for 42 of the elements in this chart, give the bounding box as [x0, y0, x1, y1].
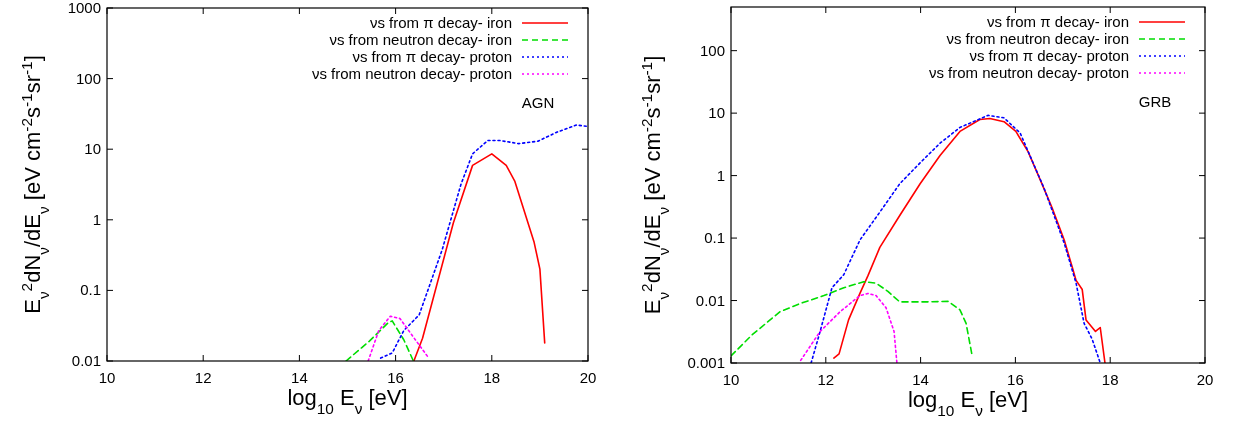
y-tick-label: 10	[708, 104, 725, 122]
legend-label: νs from neutron decay- iron	[946, 30, 1129, 47]
x-tick-label: 18	[1101, 371, 1119, 388]
legend-label: νs from π decay- proton	[969, 47, 1129, 64]
legend-label: νs from neutron decay- iron	[329, 31, 512, 48]
y-tick-label: 0.1	[704, 229, 725, 247]
x-tick-label: 14	[291, 369, 308, 386]
y-tick-label: 1	[716, 166, 725, 184]
y-tick-label: 1	[92, 210, 101, 228]
x-axis-title: log$_{10}$ E$_{ν}$ [eV]	[907, 387, 1029, 419]
line-series	[367, 315, 430, 361]
y-tick-label: 0.001	[687, 354, 725, 371]
line-series	[413, 153, 546, 361]
y-tick-label: 0.1	[80, 281, 101, 299]
x-tick-label: 16	[1007, 371, 1024, 388]
legend-label: νs from neutron decay- proton	[928, 64, 1129, 81]
y-tick-label: 0.01	[71, 352, 101, 369]
x-tick-label: 20	[579, 369, 597, 386]
x-tick-label: 20	[1196, 371, 1214, 388]
x-axis-title: log$_{10}$ E$_{ν}$ [eV]	[287, 385, 408, 417]
legend-label: νs from neutron decay- proton	[311, 65, 512, 82]
annotation: GRB	[1138, 93, 1172, 110]
legend-label: νs from π decay- proton	[352, 48, 512, 65]
legend-label: νs from π decay- iron	[986, 13, 1129, 30]
y-tick-label: 100	[699, 41, 725, 59]
legend-label: νs from π decay- iron	[369, 14, 512, 31]
line-series	[345, 320, 415, 361]
y-tick-label: 0.01	[695, 291, 725, 309]
line-series	[731, 280, 973, 357]
x-tick-label: 16	[387, 369, 404, 386]
x-tick-label: 12	[194, 369, 212, 386]
x-tick-label: 12	[817, 371, 835, 388]
line-series	[379, 124, 588, 359]
y-tick-label: 1000	[67, 0, 101, 16]
x-tick-label: 18	[483, 369, 501, 386]
annotation: AGN	[521, 94, 555, 111]
x-tick-label: 10	[722, 371, 740, 388]
x-tick-label: 14	[912, 371, 929, 388]
y-tick-label: 100	[75, 69, 101, 87]
y-tick-label: 10	[84, 140, 101, 158]
line-series	[799, 292, 898, 363]
x-tick-label: 10	[98, 369, 116, 386]
